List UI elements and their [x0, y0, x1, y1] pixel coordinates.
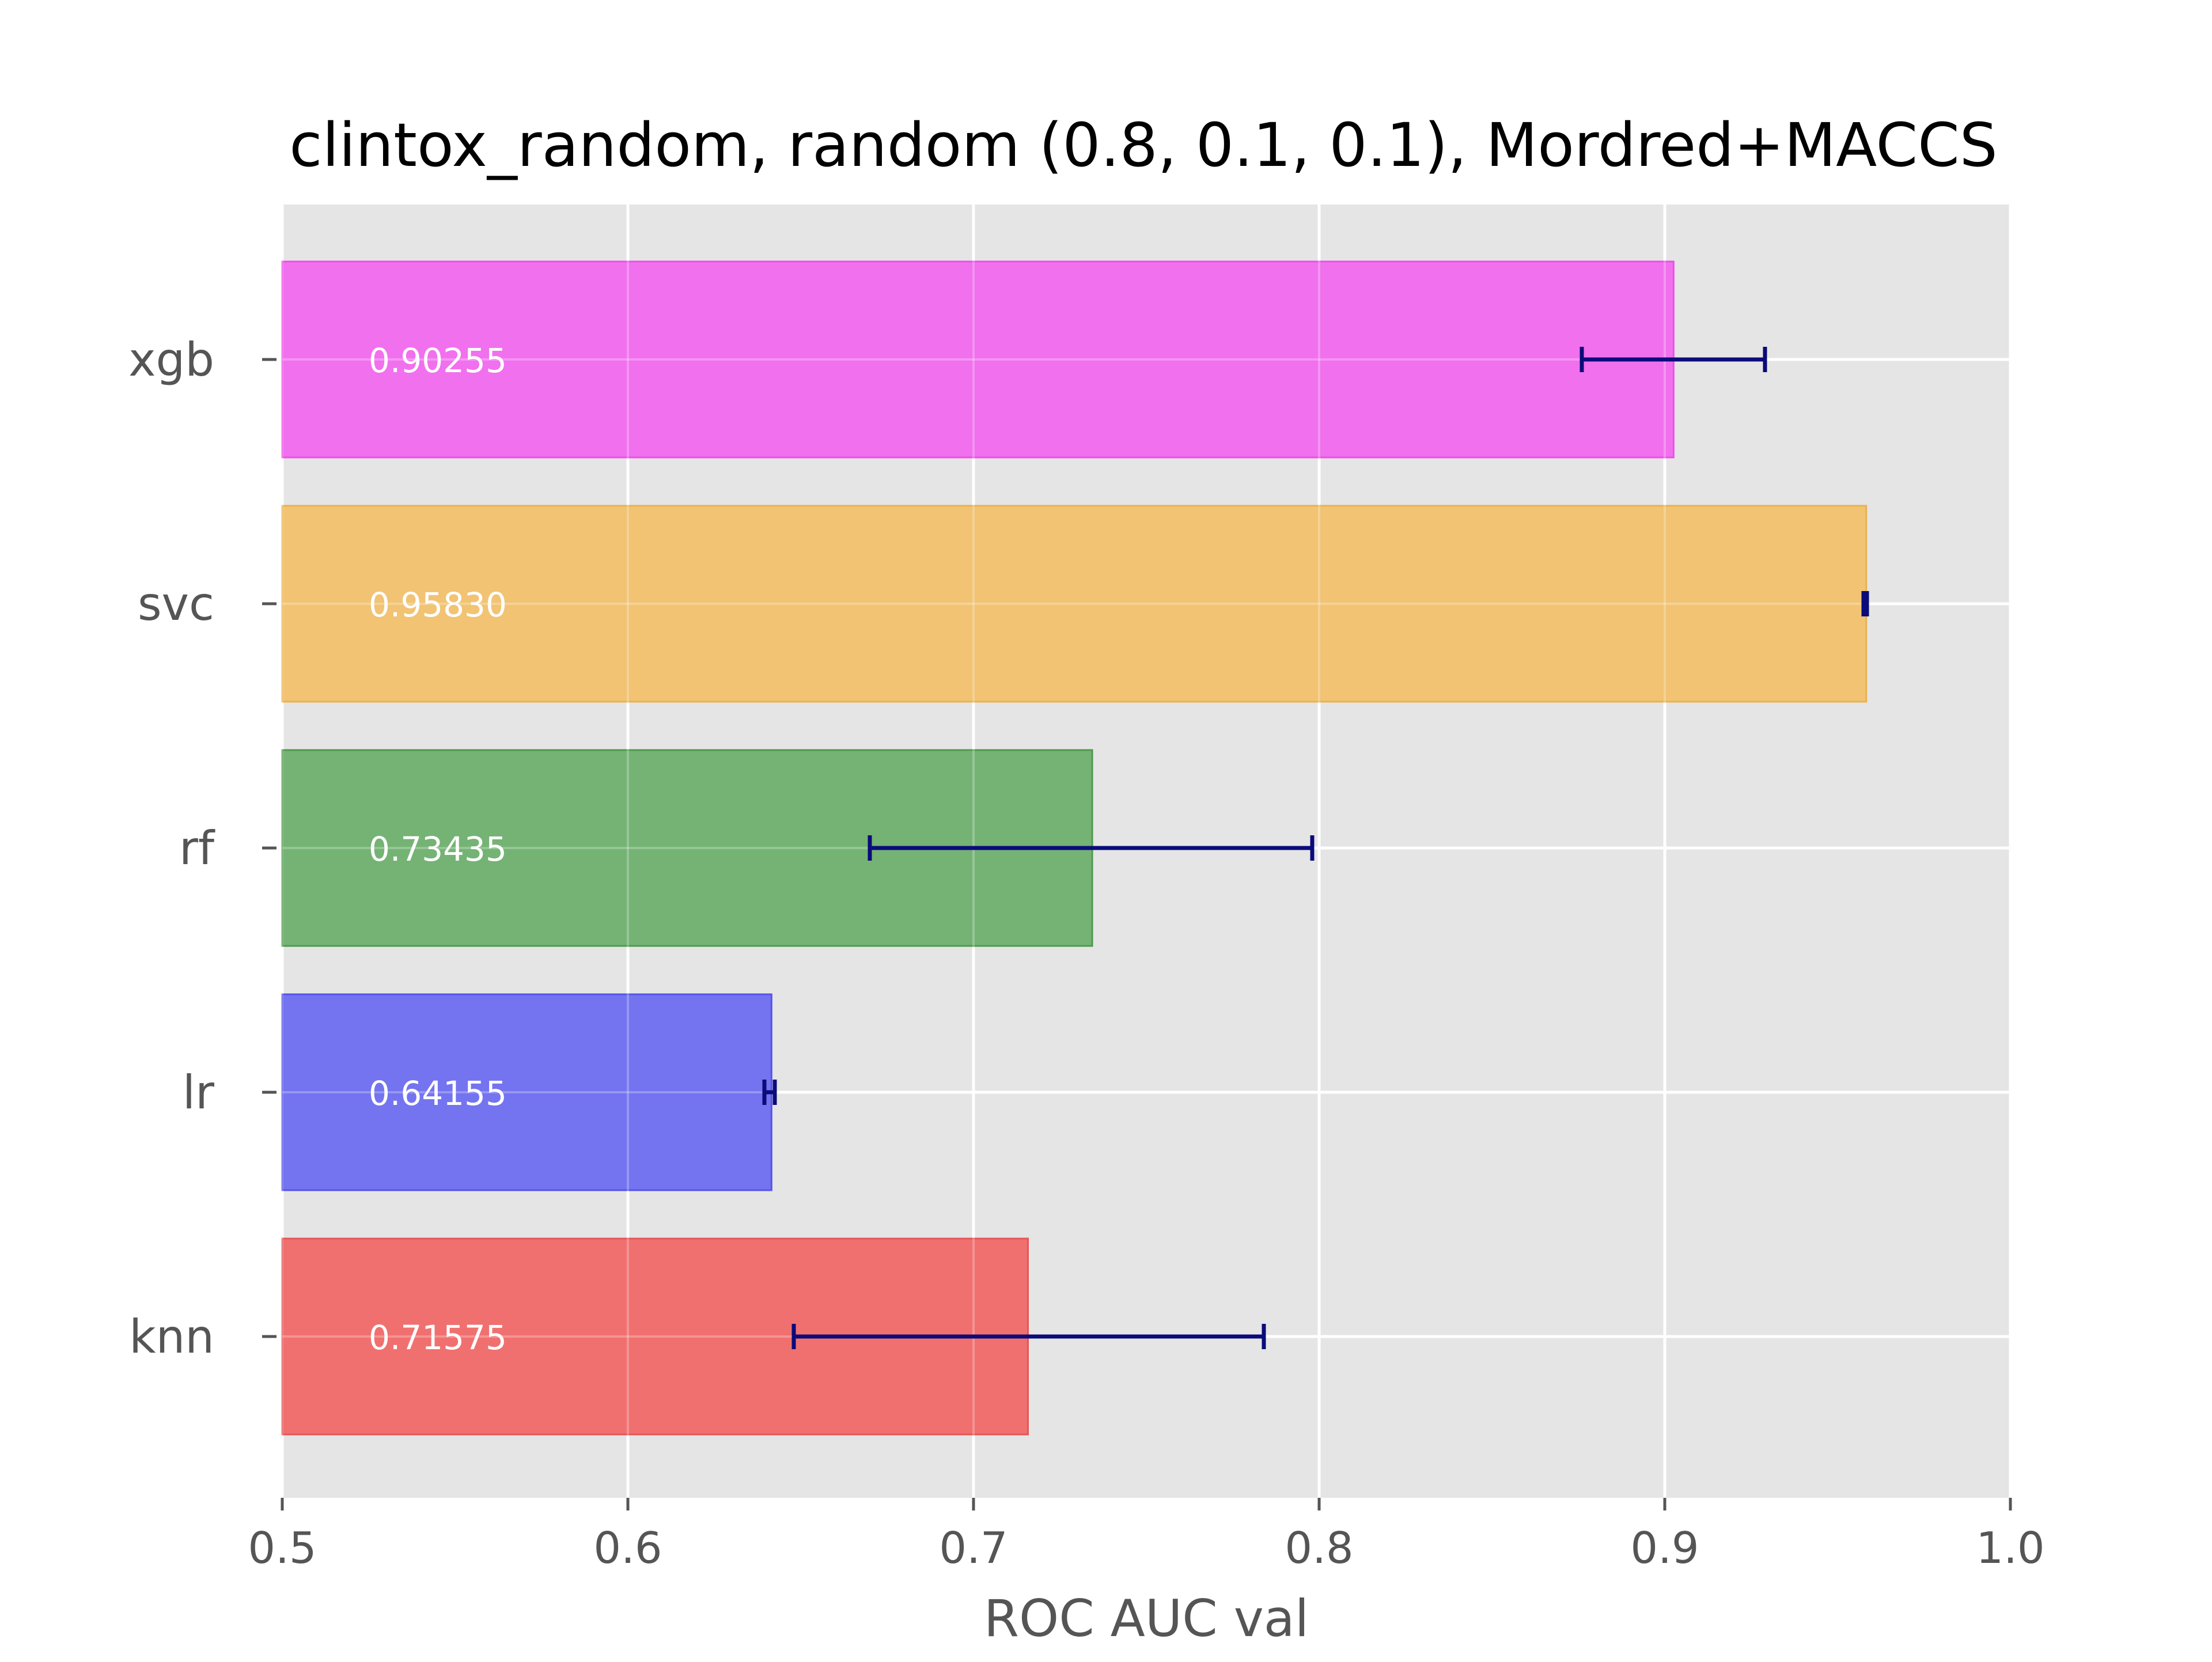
- x-tick-label: 0.7: [939, 1523, 1007, 1573]
- x-tick-label: 0.6: [593, 1523, 662, 1573]
- y-tick-label-xgb: xgb: [128, 333, 214, 387]
- y-tick-label-knn: knn: [129, 1310, 214, 1364]
- value-label-knn: 0.71575: [369, 1318, 507, 1357]
- chart-title: clintox_random, random (0.8, 0.1, 0.1), …: [289, 110, 1997, 180]
- x-axis: 0.5 0.6 0.7 0.8 0.9 1.0: [248, 1498, 2045, 1573]
- value-label-svc: 0.95830: [369, 585, 507, 624]
- y-axis: knn lr rf svc xgb: [128, 333, 276, 1364]
- error-bars: [762, 347, 1869, 1349]
- value-labels: 0.71575 0.64155 0.73435 0.95830 0.90255: [369, 341, 507, 1357]
- value-label-lr: 0.64155: [369, 1074, 507, 1113]
- value-label-rf: 0.73435: [369, 830, 507, 869]
- x-tick-label: 0.8: [1285, 1523, 1353, 1573]
- x-axis-label: ROC AUC val: [984, 1589, 1309, 1648]
- x-tick-label: 1.0: [1976, 1523, 2044, 1573]
- x-tick-label: 0.9: [1630, 1523, 1699, 1573]
- y-tick-label-svc: svc: [138, 577, 214, 631]
- y-tick-label-lr: lr: [183, 1066, 214, 1119]
- value-label-xgb: 0.90255: [369, 341, 507, 380]
- y-tick-label-rf: rf: [179, 821, 215, 875]
- x-tick-label: 0.5: [248, 1523, 316, 1573]
- bar-xgb: [281, 260, 1675, 459]
